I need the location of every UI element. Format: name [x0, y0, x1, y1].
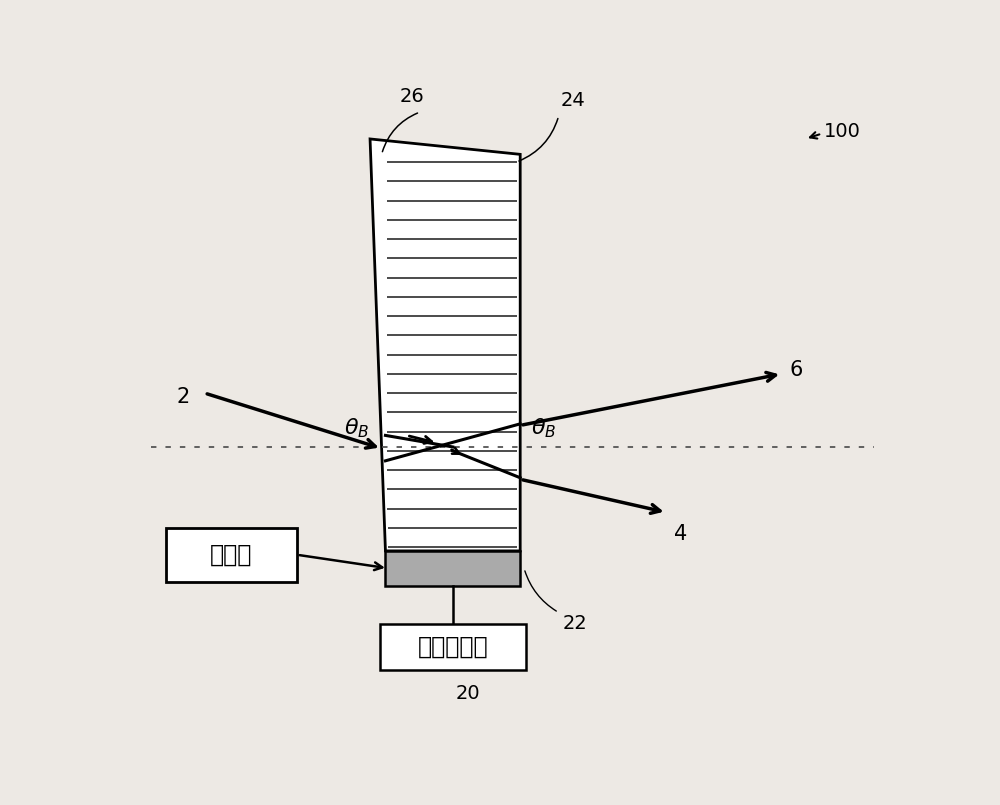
Text: 26: 26 — [400, 87, 425, 105]
Text: 24: 24 — [561, 92, 586, 110]
Text: 6: 6 — [790, 360, 803, 380]
Bar — [385, 551, 520, 585]
Text: 射频信号源: 射频信号源 — [418, 635, 488, 659]
Text: 22: 22 — [563, 614, 587, 633]
Polygon shape — [370, 139, 520, 551]
Text: 换能器: 换能器 — [210, 543, 253, 567]
Text: 2: 2 — [176, 387, 190, 407]
Text: $\theta_B$: $\theta_B$ — [344, 416, 370, 440]
Text: $\theta_B$: $\theta_B$ — [531, 416, 556, 440]
Bar — [380, 624, 526, 671]
Text: 4: 4 — [674, 524, 687, 544]
Bar — [166, 528, 297, 582]
Text: 100: 100 — [824, 122, 861, 141]
Text: 20: 20 — [456, 684, 481, 703]
